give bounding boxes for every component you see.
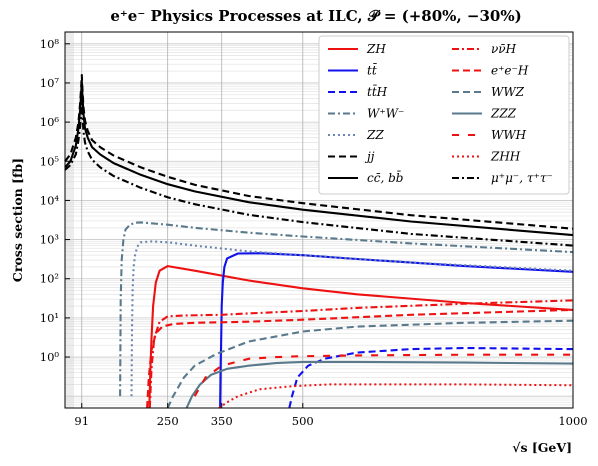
x-tick-label: 91 [74, 414, 89, 428]
series-line [119, 221, 574, 397]
legend-label: ZZ [366, 128, 384, 142]
series-line [219, 252, 574, 409]
legend-label: cc̄, bb̄ [367, 169, 403, 185]
legend-label: μ⁺μ⁻, τ⁺τ⁻ [491, 171, 553, 185]
y-tick-label: 10⁶ [40, 115, 60, 129]
legend-label: ZH [366, 42, 386, 56]
y-tick-label: 10³ [40, 233, 60, 247]
series-layer [64, 73, 574, 409]
x-tick-label: 250 [157, 414, 179, 428]
x-axis-label: √s [GeV] [512, 440, 572, 455]
legend-label: νν̄H [491, 42, 517, 56]
y-tick-label: 10⁴ [40, 193, 60, 207]
y-tick-label: 10⁷ [40, 76, 60, 90]
y-tick-label: 10² [40, 272, 59, 286]
legend: ZH tt̄ tt̄H W⁺W⁻ ZZ jj cc̄, bb̄ νν̄H e⁺e⁻H WWZ ZZZ… [318, 35, 570, 195]
series-line [148, 299, 574, 409]
ticks: 91 250 350 500 1000 10⁰ 10¹ 10² 10³ 10⁴ 10⁵ 10⁶ 10⁷ 1… [40, 37, 588, 428]
y-tick-label: 10¹ [40, 311, 59, 325]
y-tick-label: 10⁵ [40, 154, 60, 168]
chart-title: e⁺e⁻ Physics Processes at ILC, 𝒫 = (+80%… [110, 7, 521, 25]
zpole-band [65, 32, 74, 408]
y-tick-label: 10⁸ [40, 37, 60, 51]
legend-label: ZZZ [490, 107, 517, 121]
series-line [166, 319, 574, 409]
series-line [193, 353, 573, 397]
legend-label: ZHH [490, 150, 521, 164]
x-tick-label: 500 [292, 414, 314, 428]
legend-label: WWZ [491, 85, 525, 99]
y-tick-label: 10⁰ [40, 350, 60, 364]
series-line [288, 346, 574, 409]
series-line [146, 308, 574, 409]
series-line [130, 240, 574, 397]
series-line [185, 360, 574, 409]
plot-frame [64, 31, 574, 409]
legend-box [318, 35, 570, 195]
x-tick-label: 1000 [558, 414, 587, 428]
legend-label: e⁺e⁻H [491, 64, 529, 78]
legend-label: tt̄H [367, 83, 388, 99]
legend-label: tt̄ [367, 62, 378, 78]
legend-label: W⁺W⁻ [367, 107, 404, 121]
y-axis-label: Cross section [fb] [10, 158, 25, 282]
legend-label: jj [364, 150, 375, 164]
series-line [64, 80, 574, 237]
x-tick-label: 350 [211, 414, 233, 428]
legend-label: WWH [491, 128, 527, 142]
series-line [148, 265, 574, 409]
